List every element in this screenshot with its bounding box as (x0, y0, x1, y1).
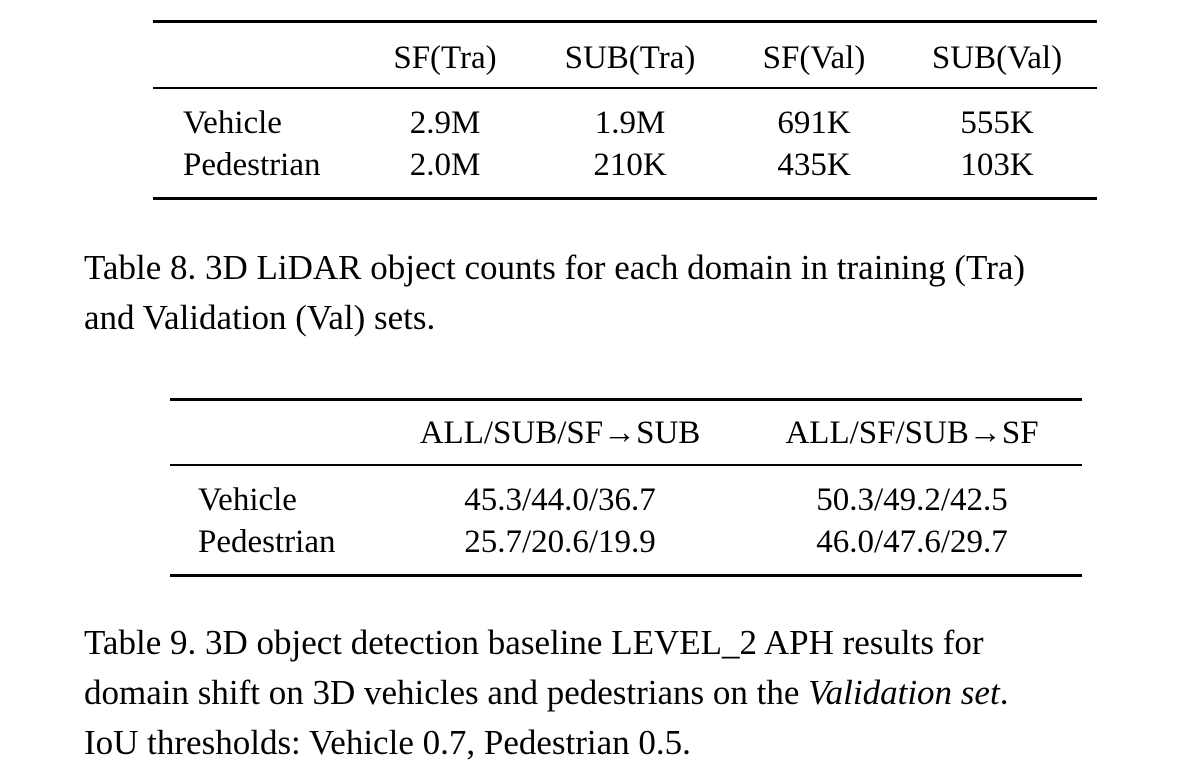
table-9-caption-line-2: domain shift on 3D vehicles and pedestri… (84, 668, 1008, 718)
table-9-caption-line-1: Table 9. 3D object detection baseline LE… (84, 623, 984, 662)
table-9-top-rule (170, 398, 1082, 401)
table-cell: 555K (960, 105, 1034, 141)
table-9-caption-line-3: IoU thresholds: Vehicle 0.7, Pedestrian … (84, 723, 691, 762)
table-9-bottom-rule (170, 574, 1082, 577)
table-cell: 45.3/44.0/36.7 (464, 482, 656, 518)
table-8-top-rule (153, 20, 1097, 23)
table-cell: 435K (777, 147, 851, 183)
table-8-header-sf-tra: SF(Tra) (393, 40, 497, 76)
table-9-header-sf-target: ALL/SF/SUB→SF (785, 415, 1039, 451)
table-cell: 210K (593, 147, 667, 183)
table-cell: 1.9M (594, 105, 666, 141)
caption-text: . (999, 673, 1009, 712)
table-8-mid-rule (153, 87, 1097, 89)
table-9-header-sub-target: ALL/SUB/SF→SUB (419, 415, 701, 451)
table-cell: 2.9M (409, 105, 481, 141)
caption-text: domain shift on 3D vehicles and pedestri… (84, 673, 809, 712)
table-cell: 50.3/49.2/42.5 (816, 482, 1008, 518)
row-label-vehicle: Vehicle (198, 482, 297, 518)
table-cell: 691K (777, 105, 851, 141)
row-label-pedestrian: Pedestrian (183, 147, 321, 183)
table-9-mid-rule (170, 464, 1082, 466)
table-cell: 46.0/47.6/29.7 (816, 524, 1008, 560)
table-8-caption-line-2: and Validation (Val) sets. (84, 298, 436, 337)
table-cell: 25.7/20.6/19.9 (464, 524, 656, 560)
row-label-vehicle: Vehicle (183, 105, 282, 141)
table-8-caption-line-1: Table 8. 3D LiDAR object counts for each… (84, 248, 1026, 287)
table-8-header-sub-tra: SUB(Tra) (564, 40, 696, 76)
row-label-pedestrian: Pedestrian (198, 524, 336, 560)
table-8-header-sub-val: SUB(Val) (931, 40, 1063, 76)
table-cell: 2.0M (409, 147, 481, 183)
table-cell: 103K (960, 147, 1034, 183)
table-8-header-sf-val: SF(Val) (762, 40, 866, 76)
caption-italic-text: Validation set (808, 673, 1000, 712)
table-8-bottom-rule (153, 197, 1097, 200)
